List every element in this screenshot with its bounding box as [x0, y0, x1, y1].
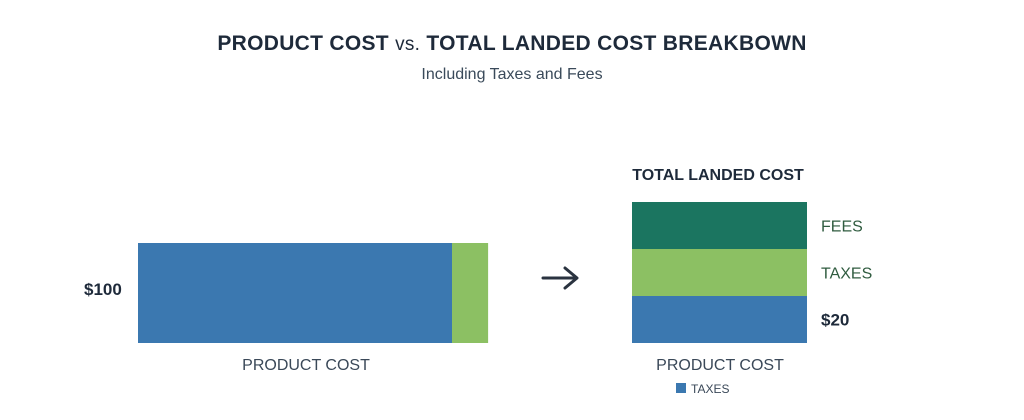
- title-part-2: TOTAL LANDED COST BREAKBOWN: [426, 32, 807, 55]
- legend-label: TAXES: [691, 382, 729, 396]
- right-bar-segment-taxes: [632, 249, 807, 296]
- left-bar-segment-taxes: [452, 243, 489, 343]
- right-bar-segment-fees: [632, 202, 807, 249]
- total-landed-cost-bar-group: [632, 202, 807, 343]
- left-category-label: PRODUCT COST: [242, 357, 370, 374]
- chart-subtitle: Including Taxes and Fees: [421, 66, 603, 83]
- segment-label-product-cost: $20: [821, 311, 849, 330]
- chart-title: PRODUCT COST vs. TOTAL LANDED COST BREAK…: [0, 32, 1024, 56]
- segment-labels: $20 TAXES FEES: [821, 219, 872, 330]
- segment-label-taxes: TAXES: [821, 266, 872, 283]
- segment-label-fees: FEES: [821, 219, 863, 236]
- right-arrow-icon: [541, 266, 579, 290]
- legend: TAXES: [676, 382, 729, 396]
- title-part-1: PRODUCT COST: [217, 32, 389, 55]
- legend-swatch: [676, 383, 686, 393]
- title-vs: vs.: [395, 34, 421, 55]
- left-bar-segment-product-cost: [138, 243, 452, 343]
- right-bar-segment-product-cost: [632, 296, 807, 343]
- product-cost-value-label: $100: [84, 280, 122, 299]
- total-landed-cost-title: TOTAL LANDED COST: [632, 167, 804, 184]
- product-cost-bar-group: [138, 243, 489, 343]
- right-category-label: PRODUCT COST: [656, 357, 784, 374]
